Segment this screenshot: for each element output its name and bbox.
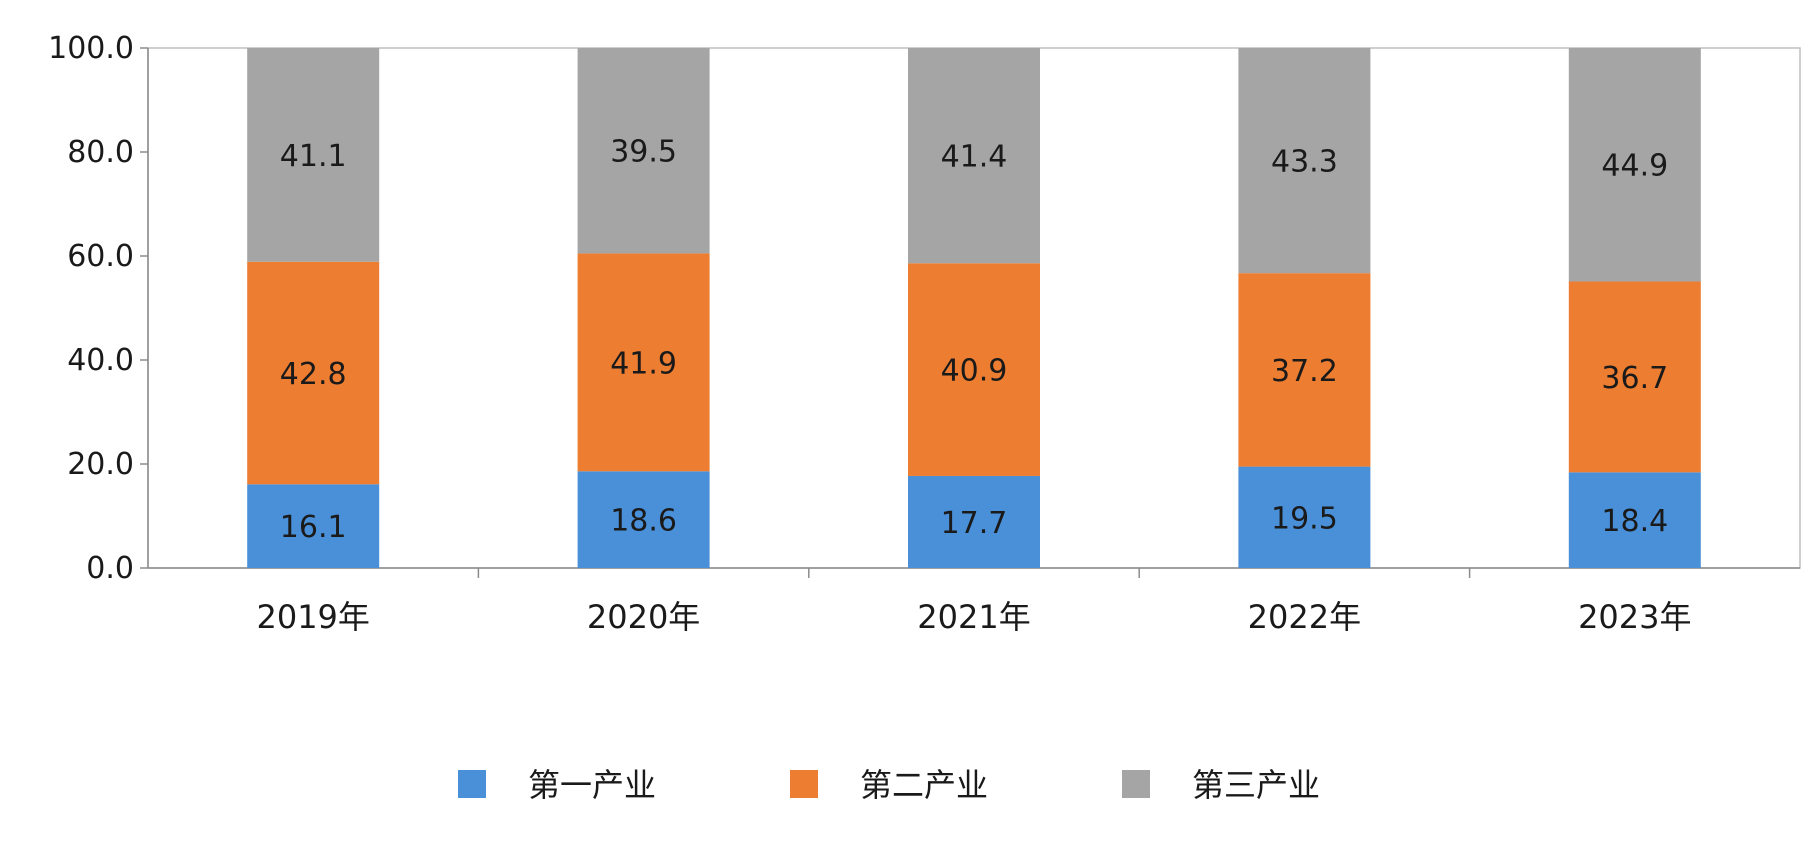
bar-segment bbox=[1568, 281, 1701, 473]
bar-segment bbox=[577, 471, 710, 568]
x-category-label: 2020年 bbox=[587, 598, 700, 636]
bar-segment bbox=[1238, 273, 1371, 467]
legend-swatch bbox=[458, 770, 486, 798]
y-tick-label: 20.0 bbox=[67, 447, 134, 482]
bar-segment bbox=[1238, 466, 1371, 568]
y-tick-label: 40.0 bbox=[67, 343, 134, 378]
data-label: 41.9 bbox=[610, 346, 677, 381]
bar-segment bbox=[247, 261, 380, 485]
y-tick-label: 60.0 bbox=[67, 239, 134, 274]
y-tick-label: 0.0 bbox=[86, 551, 134, 586]
bar-segment bbox=[1238, 48, 1371, 274]
data-label: 43.3 bbox=[1271, 145, 1338, 180]
legend-label: 第二产业 bbox=[860, 766, 988, 804]
data-label: 16.1 bbox=[280, 510, 347, 545]
bar-segment bbox=[577, 48, 710, 254]
bar-segment bbox=[577, 253, 710, 472]
x-category-label: 2023年 bbox=[1578, 598, 1691, 636]
axes: 0.0 20.0 40.0 60.0 80.0 100.0 bbox=[48, 31, 1801, 586]
x-category-label: 2019年 bbox=[256, 598, 369, 636]
data-label: 19.5 bbox=[1271, 501, 1338, 536]
y-tick-label: 100.0 bbox=[48, 31, 134, 66]
data-label: 42.8 bbox=[280, 357, 347, 392]
legend-label: 第一产业 bbox=[528, 766, 656, 804]
bar-segment bbox=[908, 48, 1040, 264]
data-label: 40.9 bbox=[941, 354, 1008, 389]
bars bbox=[247, 48, 1701, 568]
bar-segment bbox=[908, 475, 1040, 568]
labels: 16.1 42.8 41.1 2019年 18.6 41.9 39.5 2020年 17.7 40… bbox=[256, 135, 1691, 636]
data-label: 44.9 bbox=[1601, 149, 1668, 184]
data-label: 18.4 bbox=[1601, 504, 1668, 539]
data-label: 39.5 bbox=[610, 135, 677, 170]
data-label: 41.4 bbox=[941, 140, 1008, 175]
bar-segment bbox=[247, 48, 380, 262]
y-tick-label: 80.0 bbox=[67, 135, 134, 170]
bar-segment bbox=[1568, 472, 1701, 568]
bar-segment bbox=[908, 263, 1040, 476]
legend: 第一产业 第二产业 第三产业 bbox=[458, 766, 1320, 804]
x-category-label: 2022年 bbox=[1248, 598, 1361, 636]
legend-label: 第三产业 bbox=[1192, 766, 1320, 804]
data-label: 18.6 bbox=[610, 504, 677, 539]
bar-segment bbox=[1568, 48, 1701, 282]
data-label: 41.1 bbox=[280, 139, 347, 174]
legend-swatch bbox=[790, 770, 818, 798]
data-label: 36.7 bbox=[1601, 361, 1668, 396]
data-label: 17.7 bbox=[941, 506, 1008, 541]
x-category-label: 2021年 bbox=[917, 598, 1030, 636]
data-label: 37.2 bbox=[1271, 354, 1338, 389]
legend-swatch bbox=[1122, 770, 1150, 798]
bar-segment bbox=[247, 484, 380, 568]
